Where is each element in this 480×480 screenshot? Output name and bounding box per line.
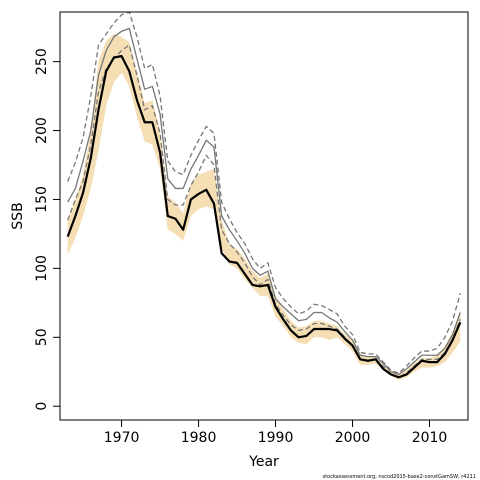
series-line-2 bbox=[67, 27, 461, 376]
y-tick-label: 50 bbox=[34, 328, 50, 346]
source-footer: stockassessment.org, nscod2015-base2-con… bbox=[323, 474, 476, 480]
x-tick-label: 2010 bbox=[412, 430, 448, 446]
y-tick-label: 200 bbox=[34, 117, 50, 144]
y-tick-label: 0 bbox=[34, 402, 50, 411]
y-tick-label: 150 bbox=[34, 186, 50, 213]
y-tick-label: 100 bbox=[34, 255, 50, 282]
x-axis-ticks: 1970 1980 1990 2000 2010 bbox=[104, 420, 448, 446]
y-axis-ticks: 0 50 100 150 200 250 bbox=[34, 48, 60, 411]
dashed-series-line-3 bbox=[67, 11, 461, 374]
series-line-1 bbox=[66, 55, 462, 379]
series-lines-layer bbox=[66, 11, 462, 379]
x-tick-label: 1970 bbox=[104, 430, 140, 446]
y-axis-label: SSB bbox=[10, 202, 26, 229]
plot-frame bbox=[59, 11, 469, 421]
x-tick-label: 1990 bbox=[258, 430, 294, 446]
y-tick-label: 250 bbox=[34, 48, 50, 75]
x-tick-label: 1980 bbox=[181, 430, 217, 446]
x-tick-label: 2000 bbox=[335, 430, 371, 446]
x-axis-label: Year bbox=[248, 454, 279, 470]
